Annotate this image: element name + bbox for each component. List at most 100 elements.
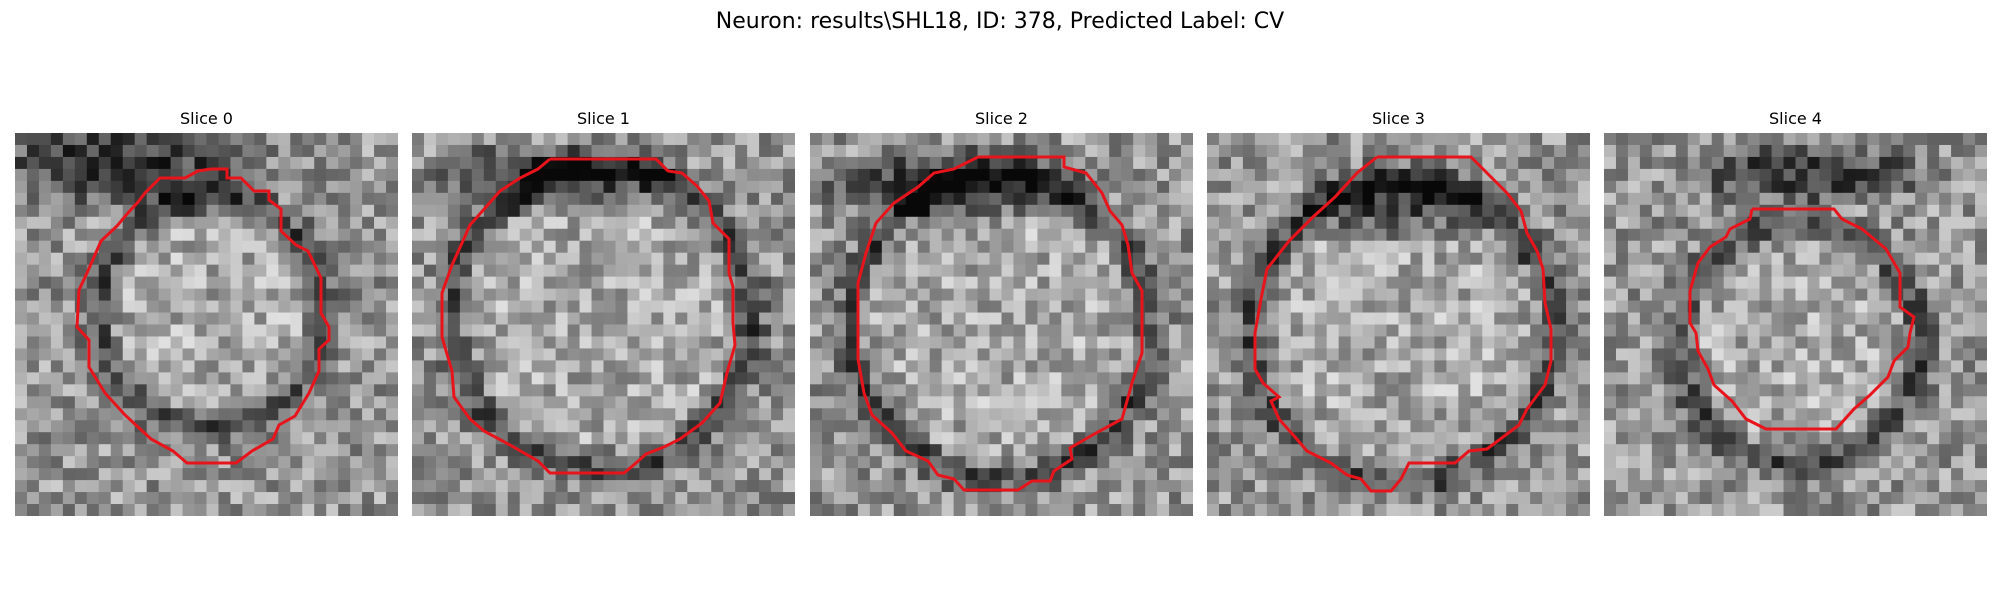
texture-pixel <box>821 276 835 290</box>
texture-pixel <box>687 133 700 146</box>
texture-pixel <box>759 504 772 516</box>
texture-pixel <box>1578 288 1590 302</box>
texture-pixel <box>699 228 712 242</box>
texture-pixel <box>1013 372 1027 385</box>
texture-pixel <box>639 336 652 350</box>
texture-pixel <box>1157 360 1170 373</box>
texture-pixel <box>1604 276 1617 290</box>
texture-pixel <box>1314 372 1328 385</box>
texture-pixel <box>1326 384 1340 397</box>
texture-pixel <box>1747 228 1761 242</box>
texture-pixel <box>1278 372 1292 385</box>
texture-pixel <box>1338 240 1352 254</box>
texture-pixel <box>1326 252 1340 266</box>
texture-pixel <box>15 432 28 445</box>
texture-pixel <box>965 372 979 385</box>
texture-pixel <box>531 480 545 493</box>
texture-pixel <box>1711 276 1725 290</box>
texture-pixel <box>1097 156 1110 170</box>
texture-pixel <box>1049 252 1062 266</box>
texture-pixel <box>1073 240 1086 254</box>
texture-pixel <box>1627 312 1641 326</box>
texture-pixel <box>1314 228 1328 242</box>
texture-pixel <box>1927 228 1940 242</box>
texture-pixel <box>1711 360 1725 373</box>
texture-pixel <box>1518 456 1531 469</box>
texture-pixel <box>290 276 303 290</box>
texture-pixel <box>1675 144 1689 158</box>
texture-pixel <box>1049 156 1062 170</box>
texture-pixel <box>1362 168 1376 182</box>
texture-pixel <box>735 336 748 350</box>
texture-pixel <box>771 228 784 242</box>
texture-pixel <box>110 372 124 385</box>
texture-pixel <box>1578 432 1590 445</box>
texture-pixel <box>1470 492 1483 505</box>
texture-pixel <box>1951 192 1964 206</box>
texture-pixel <box>1338 384 1352 397</box>
texture-pixel <box>194 480 208 493</box>
texture-pixel <box>1723 168 1737 182</box>
texture-pixel <box>1819 240 1833 254</box>
texture-pixel <box>242 384 255 397</box>
texture-pixel <box>122 252 136 266</box>
texture-pixel <box>1242 420 1256 433</box>
texture-pixel <box>579 288 593 302</box>
texture-pixel <box>555 492 569 505</box>
texture-pixel <box>687 240 700 254</box>
texture-pixel <box>1963 264 1976 278</box>
texture-pixel <box>38 384 52 397</box>
texture-pixel <box>1771 156 1785 170</box>
texture-pixel <box>1434 192 1447 206</box>
texture-pixel <box>26 288 40 302</box>
texture-pixel <box>1578 133 1590 146</box>
texture-pixel <box>1230 420 1244 433</box>
texture-pixel <box>62 156 76 170</box>
texture-pixel <box>639 288 652 302</box>
texture-pixel <box>735 192 748 206</box>
texture-pixel <box>1001 456 1015 469</box>
texture-pixel <box>1145 192 1158 206</box>
texture-pixel <box>1374 240 1388 254</box>
texture-pixel <box>362 480 375 493</box>
texture-pixel <box>1566 432 1579 445</box>
texture-pixel <box>615 408 629 421</box>
texture-pixel <box>627 228 641 242</box>
texture-pixel <box>1903 348 1916 362</box>
texture-pixel <box>1843 360 1856 373</box>
texture-pixel <box>1230 336 1244 350</box>
texture-pixel <box>122 468 136 481</box>
texture-pixel <box>1975 384 1987 397</box>
texture-pixel <box>579 408 593 421</box>
texture-pixel <box>146 372 160 385</box>
texture-pixel <box>567 180 581 194</box>
texture-pixel <box>158 204 172 218</box>
texture-pixel <box>182 264 196 278</box>
texture-pixel <box>26 384 40 397</box>
texture-pixel <box>591 264 605 278</box>
texture-pixel <box>1566 192 1579 206</box>
texture-pixel <box>1446 300 1459 314</box>
texture-pixel <box>579 168 593 182</box>
texture-pixel <box>218 264 232 278</box>
texture-pixel <box>182 336 196 350</box>
texture-pixel <box>1025 204 1039 218</box>
texture-pixel <box>1422 360 1436 373</box>
texture-pixel <box>1230 252 1244 266</box>
texture-pixel <box>1422 300 1436 314</box>
texture-pixel <box>326 432 339 445</box>
texture-pixel <box>699 168 712 182</box>
texture-pixel <box>459 504 473 516</box>
texture-pixel <box>1145 420 1158 433</box>
texture-pixel <box>711 504 724 516</box>
texture-pixel <box>579 216 593 230</box>
texture-pixel <box>338 504 351 516</box>
texture-pixel <box>1278 204 1292 218</box>
texture-pixel <box>989 348 1003 362</box>
texture-pixel <box>687 216 700 230</box>
texture-pixel <box>435 444 449 457</box>
contour-outline <box>1253 155 1553 493</box>
texture-pixel <box>905 324 919 338</box>
texture-pixel <box>941 432 955 445</box>
texture-pixel <box>15 444 28 457</box>
